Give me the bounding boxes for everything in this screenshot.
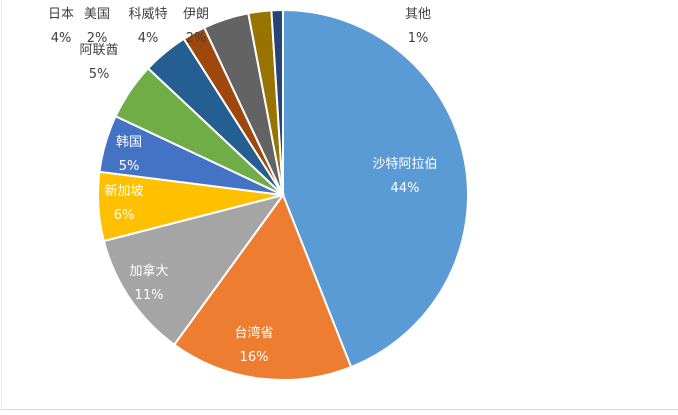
slice-category-label: 台湾省 [234, 325, 273, 341]
slice-percent-label: 1% [408, 31, 429, 46]
slice-label-1: 沙特阿拉伯 44% [372, 157, 437, 196]
slice-percent-label: 5% [119, 159, 140, 174]
slice-percent-label: 2% [186, 31, 207, 46]
slice-category-label: 新加坡 [104, 183, 143, 199]
slice-percent-label: 16% [240, 350, 269, 365]
slice-label-2: 台湾省 16% [234, 325, 273, 365]
pie-slice-1 [282, 8, 469, 369]
pie-slice-11 [270, 8, 284, 196]
slice-category-label: 科威特 [128, 7, 167, 22]
slice-category-label: 日本 [48, 7, 74, 22]
slice-label-7: 日本 4% [48, 7, 74, 46]
pie-slice-3 [102, 193, 286, 347]
frame-left-border [1, 0, 2, 411]
slice-category-label: 阿联酋 [79, 42, 118, 58]
slice-label-11: 其他 1% [405, 7, 431, 46]
slice-category-label: 伊朗 [183, 7, 209, 22]
slice-percent-label: 6% [114, 208, 135, 223]
slice-category-label: 沙特阿拉伯 [372, 157, 437, 172]
slice-label-6: 阿联酋 5% [79, 42, 118, 82]
slice-percent-label: 4% [51, 31, 72, 46]
slice-label-3: 加拿大 11% [129, 263, 168, 303]
slice-percent-label: 5% [89, 67, 110, 82]
pie-labels: 沙特阿拉伯 44% 台湾省 16% 加拿大 11% 新加坡 6% 韩国 5% 阿联酋 5% 日本 4% 美国… [48, 7, 438, 365]
pie-slice-2 [172, 192, 353, 381]
slice-percent-label: 2% [87, 31, 108, 46]
slice-label-4: 新加坡 6% [104, 183, 143, 223]
slice-category-label: 韩国 [116, 135, 142, 150]
frame-bottom-border [0, 409, 678, 410]
slice-category-label: 其他 [405, 7, 431, 22]
slice-label-8: 美国 2% [84, 7, 110, 46]
slice-label-9: 科威特 4% [128, 7, 167, 46]
slice-percent-label: 4% [138, 31, 159, 46]
pie-slices [97, 8, 469, 381]
slice-percent-label: 44% [391, 181, 420, 196]
slice-label-10: 伊朗 2% [183, 7, 209, 46]
slice-percent-label: 11% [135, 288, 164, 303]
slice-category-label: 加拿大 [129, 263, 168, 279]
slice-label-5: 韩国 5% [116, 135, 142, 174]
slice-category-label: 美国 [84, 7, 110, 22]
